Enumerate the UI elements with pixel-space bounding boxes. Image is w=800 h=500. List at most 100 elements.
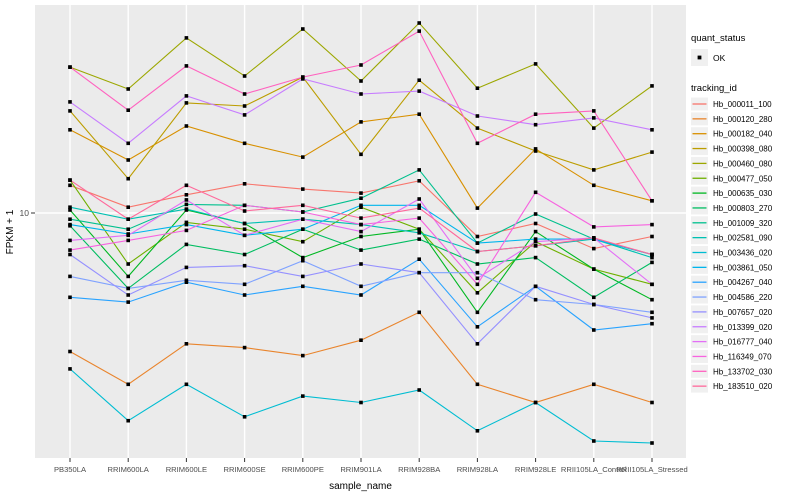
data-point [359,152,363,157]
data-point [359,92,363,96]
data-point [650,128,654,132]
data-point [242,233,247,238]
data-point [68,222,72,227]
data-point [126,176,130,181]
data-point [475,270,480,275]
data-point [242,263,247,268]
data-point [417,257,421,261]
data-point [68,367,72,371]
legend-label-series: Hb_000182_040 [713,130,773,139]
data-point [417,388,421,392]
data-point [301,394,305,398]
data-point [126,108,130,112]
data-point [533,237,538,241]
data-point [475,86,480,90]
data-point [184,265,189,270]
x-axis-tick-label: RRIM600LA [108,465,150,474]
data-point [184,202,189,207]
y-axis-tick-label: 10 [20,208,30,218]
data-point [184,278,189,283]
data-point [592,109,596,113]
data-point [650,400,654,405]
data-point [592,295,596,300]
data-point [126,217,130,221]
data-point [592,328,596,332]
data-point [359,203,363,208]
data-point [417,197,421,201]
x-axis-title: sample_name [329,481,392,492]
data-point [68,349,72,354]
legend-label-series: Hb_183510_020 [713,382,773,391]
legend-label-series: Hb_133702_030 [713,367,773,376]
data-point [359,234,363,239]
data-point [359,400,363,405]
data-point [68,217,72,221]
data-point [184,64,189,68]
data-point [359,196,363,200]
data-point [533,122,538,127]
data-point [126,262,130,266]
data-point [184,94,189,98]
data-point [184,222,189,227]
data-point [417,21,421,25]
data-point [417,227,421,231]
data-point [242,182,247,186]
data-point [592,225,596,229]
data-point [359,205,363,209]
data-point [359,120,363,124]
data-point [650,150,654,154]
legend: quant_status OK tracking_id Hb_000011_100 Hb… [691,33,773,393]
data-point [301,274,305,279]
data-point [126,382,130,387]
legend-label-series: Hb_002581_090 [713,234,773,243]
data-point [533,284,538,289]
data-point [68,238,72,243]
data-point [301,27,305,31]
data-point [184,36,189,40]
data-point [533,297,538,302]
data-point [650,199,654,203]
data-point [301,203,305,208]
data-point [184,382,189,387]
data-point [184,101,189,105]
data-point [301,155,305,159]
data-point [242,252,247,257]
data-point [184,228,189,233]
legend-label-series: Hb_004267_040 [713,278,773,287]
data-point [184,220,189,225]
legend-label-series: Hb_116349_070 [713,352,772,361]
legend-label-series: Hb_000011_100 [713,100,772,109]
x-axis-tick-label: RRIM928LE [515,465,556,474]
legend-label-series: Hb_003861_050 [713,263,773,272]
data-point [475,141,480,146]
data-point [359,248,363,252]
data-point [417,237,421,241]
data-point [184,207,189,211]
legend-label-series: Hb_000460_080 [713,159,773,168]
legend-label-series: Hb_000120_280 [713,115,773,124]
data-point [417,231,421,235]
legend-point-icon [697,55,702,60]
data-point [242,104,247,108]
data-point [242,415,247,419]
data-point [650,260,654,265]
data-point [650,297,654,302]
data-point [301,75,305,79]
data-point [592,126,596,130]
data-point [242,141,247,146]
data-point [242,113,247,117]
data-point [126,227,130,231]
data-point [184,242,189,247]
data-point [417,179,421,183]
legend-label-series: Hb_000477_050 [713,174,773,183]
data-point [533,255,538,260]
data-point [533,229,538,234]
data-point [126,293,130,297]
data-point [68,178,72,182]
data-point [68,274,72,279]
data-point [68,128,72,132]
data-point [475,429,480,433]
data-point [533,244,538,248]
